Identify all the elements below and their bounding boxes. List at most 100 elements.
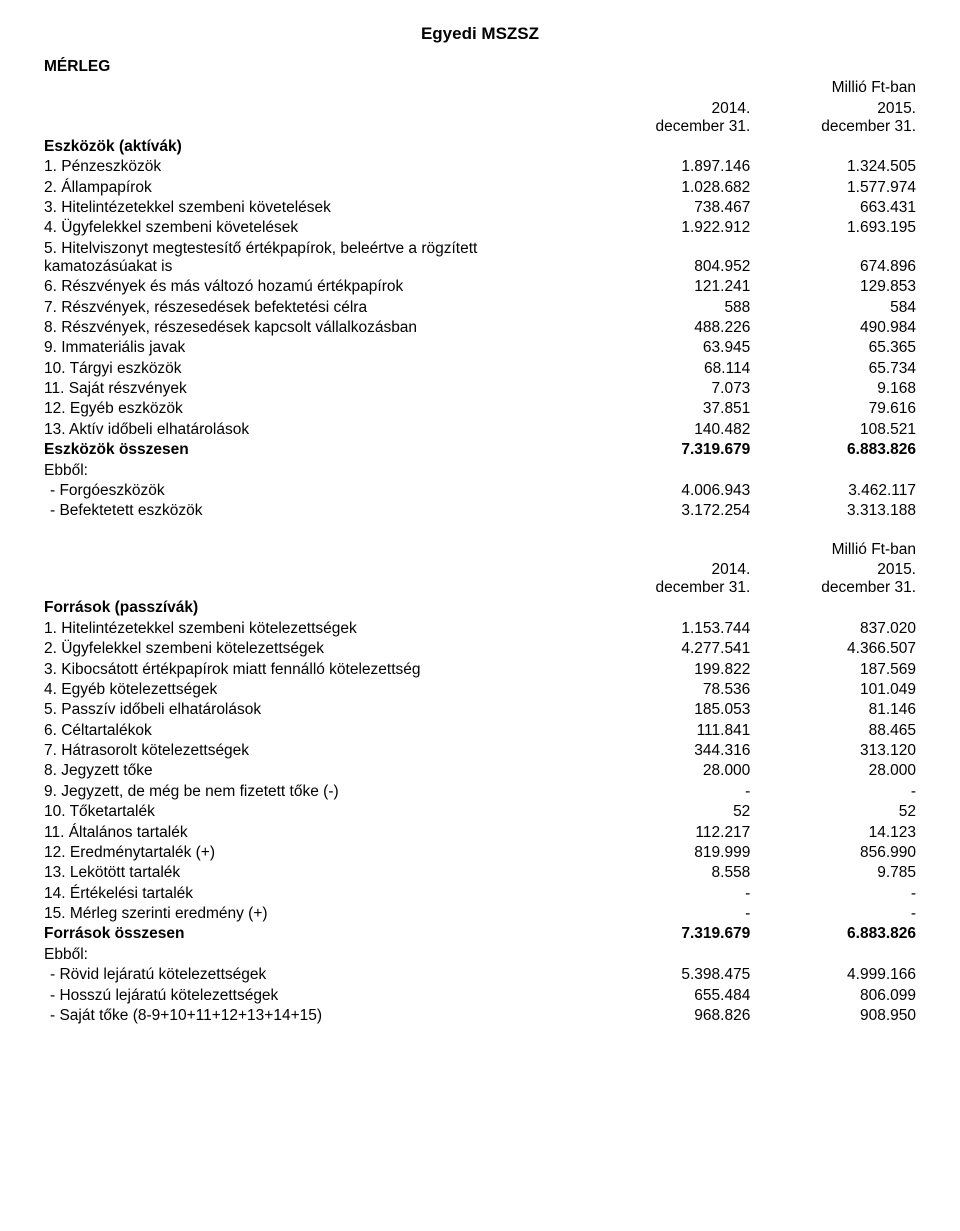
sub-v1: 4.006.943: [576, 481, 750, 501]
row-v2: 490.984: [750, 318, 916, 338]
ebbol-label: Ebből:: [44, 945, 576, 965]
row-v1: -: [576, 884, 750, 904]
ebbol-label: Ebből:: [44, 460, 576, 480]
sub-v2: 4.999.166: [750, 965, 916, 985]
section-heading-merleg: MÉRLEG: [44, 58, 916, 76]
row-label: 11. Általános tartalék: [44, 822, 576, 842]
row-v1: 1.153.744: [576, 619, 750, 639]
row-v2: 1.577.974: [750, 178, 916, 198]
row-v1: 819.999: [576, 843, 750, 863]
row-v1: 804.952: [576, 239, 750, 277]
row-v1: 68.114: [576, 359, 750, 379]
sub-label: - Hosszú lejáratú kötelezettségek: [44, 985, 576, 1005]
doc-title: Egyedi MSZSZ: [44, 24, 916, 44]
row-v2: 65.734: [750, 359, 916, 379]
row-label: 8. Jegyzett tőke: [44, 761, 576, 781]
row-label: 6. Céltartalékok: [44, 721, 576, 741]
row-v2: 79.616: [750, 399, 916, 419]
sub-label: - Rövid lejáratú kötelezettségek: [44, 965, 576, 985]
row-v1: -: [576, 782, 750, 802]
row-v1: 199.822: [576, 659, 750, 679]
row-label: 15. Mérleg szerinti eredmény (+): [44, 904, 576, 924]
row-v2: -: [750, 904, 916, 924]
row-label: 2. Állampapírok: [44, 178, 576, 198]
row-label: 9. Jegyzett, de még be nem fizetett tőke…: [44, 782, 576, 802]
row-v1: 28.000: [576, 761, 750, 781]
row-v2: 52: [750, 802, 916, 822]
row-v2: 837.020: [750, 619, 916, 639]
row-v2: 584: [750, 297, 916, 317]
sub-v1: 655.484: [576, 985, 750, 1005]
row-label: 12. Egyéb eszközök: [44, 399, 576, 419]
col2-year: 2015.: [750, 100, 916, 118]
row-v2: 88.465: [750, 721, 916, 741]
row-v1: 8.558: [576, 863, 750, 883]
row-v2: 187.569: [750, 659, 916, 679]
row-v1: 738.467: [576, 198, 750, 218]
row-v1: -: [576, 904, 750, 924]
sub-v1: 968.826: [576, 1006, 750, 1026]
row-v1: 185.053: [576, 700, 750, 720]
row-v1: 1.897.146: [576, 157, 750, 177]
assets-table: Millió Ft-ban 2014. december 31. 2015. d…: [44, 78, 916, 522]
col2-year: 2015.: [750, 561, 916, 579]
row-v2: 856.990: [750, 843, 916, 863]
row-v2: 1.324.505: [750, 157, 916, 177]
row-label: 11. Saját részvények: [44, 379, 576, 399]
row-v1: 63.945: [576, 338, 750, 358]
row-label: 10. Tőketartalék: [44, 802, 576, 822]
row-label: 3. Kibocsátott értékpapírok miatt fennál…: [44, 659, 576, 679]
row-v1: 488.226: [576, 318, 750, 338]
row-label: 3. Hitelintézetekkel szembeni követelése…: [44, 198, 576, 218]
unit-label: Millió Ft-ban: [750, 540, 916, 560]
col1-date: december 31.: [576, 118, 750, 136]
row-v1: 1.028.682: [576, 178, 750, 198]
sub-v2: 908.950: [750, 1006, 916, 1026]
row-v2: 9.168: [750, 379, 916, 399]
row-v2: 81.146: [750, 700, 916, 720]
row-v2: 663.431: [750, 198, 916, 218]
row-v1: 112.217: [576, 822, 750, 842]
sub-label: - Forgóeszközök: [44, 481, 576, 501]
row-v1: 78.536: [576, 680, 750, 700]
row-v1: 52: [576, 802, 750, 822]
row-v2: 28.000: [750, 761, 916, 781]
row-v1: 1.922.912: [576, 218, 750, 238]
row-v1: 7.073: [576, 379, 750, 399]
row-v1: 344.316: [576, 741, 750, 761]
row-label: 13. Lekötött tartalék: [44, 863, 576, 883]
row-v2: -: [750, 884, 916, 904]
sub-v2: 806.099: [750, 985, 916, 1005]
row-v2: 674.896: [750, 239, 916, 277]
row-v1: 140.482: [576, 420, 750, 440]
col1-year: 2014.: [576, 561, 750, 579]
assets-total-v2: 6.883.826: [750, 440, 916, 460]
row-label: 5. Hitelviszonyt megtestesítő értékpapír…: [44, 239, 576, 277]
row-v1: 121.241: [576, 277, 750, 297]
row-v2: -: [750, 782, 916, 802]
col1-date: december 31.: [576, 579, 750, 597]
assets-group-label: Eszközök (aktívák): [44, 137, 576, 157]
row-label: 7. Hátrasorolt kötelezettségek: [44, 741, 576, 761]
row-v2: 101.049: [750, 680, 916, 700]
sub-v1: 5.398.475: [576, 965, 750, 985]
row-v1: 37.851: [576, 399, 750, 419]
row-label: 12. Eredménytartalék (+): [44, 843, 576, 863]
row-v1: 588: [576, 297, 750, 317]
sub-v1: 3.172.254: [576, 501, 750, 521]
row-label: 13. Aktív időbeli elhatárolások: [44, 420, 576, 440]
row-v1: 111.841: [576, 721, 750, 741]
col2-date: december 31.: [750, 118, 916, 136]
row-label: 4. Ügyfelekkel szembeni követelések: [44, 218, 576, 238]
row-v2: 129.853: [750, 277, 916, 297]
row-v2: 108.521: [750, 420, 916, 440]
row-v2: 65.365: [750, 338, 916, 358]
assets-total-label: Eszközök összesen: [44, 440, 576, 460]
col2-date: december 31.: [750, 579, 916, 597]
row-v2: 14.123: [750, 822, 916, 842]
row-v2: 4.366.507: [750, 639, 916, 659]
forrow-label: 4. Egyéb kötelezettségek: [44, 680, 576, 700]
page: Egyedi MSZSZ MÉRLEG Millió Ft-ban 2014. …: [0, 0, 960, 1066]
row-v1: 4.277.541: [576, 639, 750, 659]
row-label: 14. Értékelési tartalék: [44, 884, 576, 904]
